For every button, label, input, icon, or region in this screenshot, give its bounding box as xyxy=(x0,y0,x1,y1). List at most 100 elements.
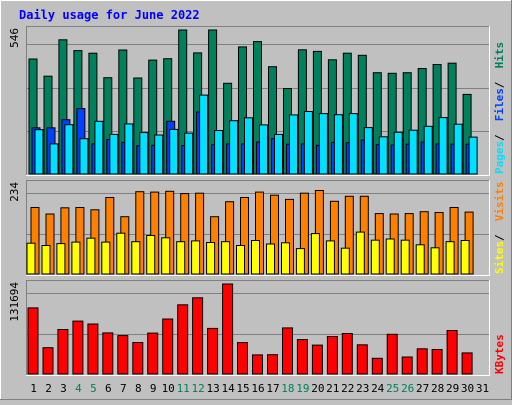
x-tick-label: 23 xyxy=(356,382,369,395)
bar-sites xyxy=(445,241,455,275)
bar-kbytes xyxy=(237,342,248,375)
bar-kbytes xyxy=(401,356,413,375)
bar-pages xyxy=(363,127,373,175)
bar-sites xyxy=(430,247,440,275)
x-tick-label: 27 xyxy=(416,382,429,395)
bar-pages xyxy=(408,129,418,175)
bar-kbytes xyxy=(72,320,84,375)
x-tick-label: 25 xyxy=(386,382,399,395)
x-tick-label: 5 xyxy=(90,382,97,395)
x-tick-label: 12 xyxy=(191,382,204,395)
bar-kbytes xyxy=(222,283,234,375)
x-tick-label: 11 xyxy=(177,382,190,395)
bar-sites xyxy=(191,240,201,275)
bar-sites xyxy=(400,239,410,275)
bar-kbytes xyxy=(27,307,39,375)
legend-separator: / xyxy=(493,81,506,88)
series-kbytes xyxy=(27,283,473,375)
x-tick-label: 18 xyxy=(281,382,294,395)
bar-pages xyxy=(438,117,448,175)
bar-sites xyxy=(131,241,141,275)
bar-pages xyxy=(184,132,194,175)
bar-sites xyxy=(281,242,290,275)
bar-sites xyxy=(325,240,335,275)
bar-kbytes xyxy=(371,357,383,375)
bar-sites xyxy=(310,233,320,275)
x-tick-label: 17 xyxy=(266,382,279,395)
bar-pages xyxy=(109,133,119,175)
bar-kbytes xyxy=(416,348,428,375)
series-pages xyxy=(34,94,478,175)
bar-pages xyxy=(64,124,74,175)
legend-kbytes: KBytes xyxy=(493,334,506,374)
bar-pages xyxy=(259,124,268,175)
x-tick-label: 4 xyxy=(75,382,82,395)
bar-pages xyxy=(154,134,164,175)
bar-sites xyxy=(266,243,275,275)
bar-pages xyxy=(79,138,89,175)
bar-sites xyxy=(385,238,395,275)
bar-sites xyxy=(41,245,51,275)
bar-pages xyxy=(303,111,313,175)
x-tick-label: 10 xyxy=(162,382,175,395)
bar-sites xyxy=(116,232,126,275)
bar-sites xyxy=(146,235,156,275)
bar-pages xyxy=(393,131,403,175)
x-tick-label: 9 xyxy=(150,382,157,395)
bar-kbytes xyxy=(102,332,114,375)
bar-sites xyxy=(101,241,111,275)
bar-kbytes xyxy=(356,344,368,375)
bar-kbytes xyxy=(42,347,54,375)
x-tick-label: 16 xyxy=(251,382,264,395)
bar-kbytes xyxy=(446,330,458,375)
bar-sites xyxy=(370,239,380,275)
bar-sites xyxy=(295,248,305,275)
y-max-label: 546 xyxy=(8,28,21,48)
bar-kbytes xyxy=(162,318,174,375)
bar-kbytes xyxy=(192,297,204,375)
x-tick-label: 13 xyxy=(206,382,219,395)
panel-2: 234 Sites / Visits xyxy=(8,180,506,276)
bar-sites xyxy=(355,231,365,275)
x-tick-label: 15 xyxy=(236,382,249,395)
bar-sites xyxy=(71,241,81,275)
bar-kbytes xyxy=(177,304,189,375)
bar-kbytes xyxy=(431,349,443,375)
panel-3: 131694 KBytes xyxy=(8,280,506,376)
x-tick-label: 31 xyxy=(476,382,489,395)
bar-kbytes xyxy=(87,323,99,375)
x-tick-label: 30 xyxy=(461,382,474,395)
x-tick-label: 26 xyxy=(401,382,414,395)
bar-pages xyxy=(49,143,59,175)
bar-sites xyxy=(340,247,350,275)
bar-kbytes xyxy=(311,344,323,375)
chart-panels: 546 Pages / Files / Hits 234 Sites / Visits… xyxy=(8,26,506,376)
bar-kbytes xyxy=(461,352,473,375)
bar-sites xyxy=(221,241,231,275)
bar-sites xyxy=(161,237,171,275)
bar-kbytes xyxy=(252,354,263,375)
bar-pages xyxy=(453,123,463,175)
x-axis-day-labels: 1 2 3 4 5 6 7 8 9 10 11 12 13 14 15 16 17 18 19 20 21 22 23 24 2… xyxy=(30,382,489,395)
bar-kbytes xyxy=(132,342,144,375)
bar-kbytes xyxy=(386,333,398,375)
x-tick-label: 2 xyxy=(45,382,52,395)
bar-pages xyxy=(229,120,239,175)
bar-kbytes xyxy=(296,339,308,375)
bar-kbytes xyxy=(267,354,278,375)
bar-sites xyxy=(86,237,96,275)
bar-kbytes xyxy=(282,327,293,375)
legend: Pages / Files / Hits xyxy=(493,42,506,174)
bar-sites xyxy=(176,241,186,275)
x-tick-label: 6 xyxy=(105,382,112,395)
bar-pages xyxy=(378,136,388,175)
x-tick-label: 29 xyxy=(446,382,459,395)
x-tick-label: 24 xyxy=(371,382,385,395)
series-sites xyxy=(26,231,470,275)
bar-kbytes xyxy=(326,336,338,375)
x-tick-label: 3 xyxy=(60,382,67,395)
bar-kbytes xyxy=(341,333,353,375)
bar-pages xyxy=(124,123,134,175)
